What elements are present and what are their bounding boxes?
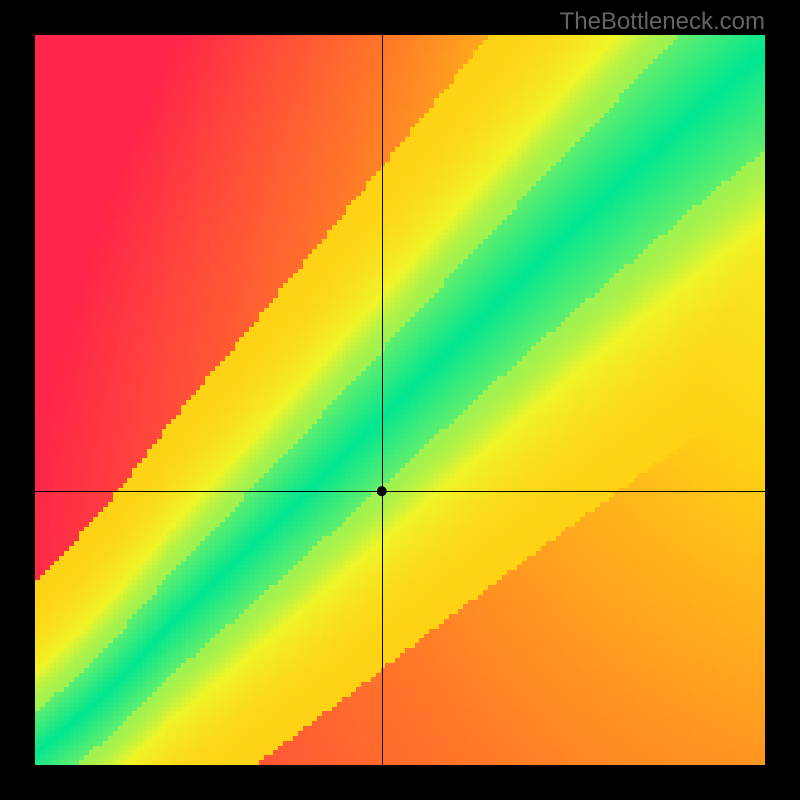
chart-root: TheBottleneck.com (0, 0, 800, 800)
watermark-text: TheBottleneck.com (560, 8, 765, 36)
heatmap-canvas (0, 0, 800, 800)
